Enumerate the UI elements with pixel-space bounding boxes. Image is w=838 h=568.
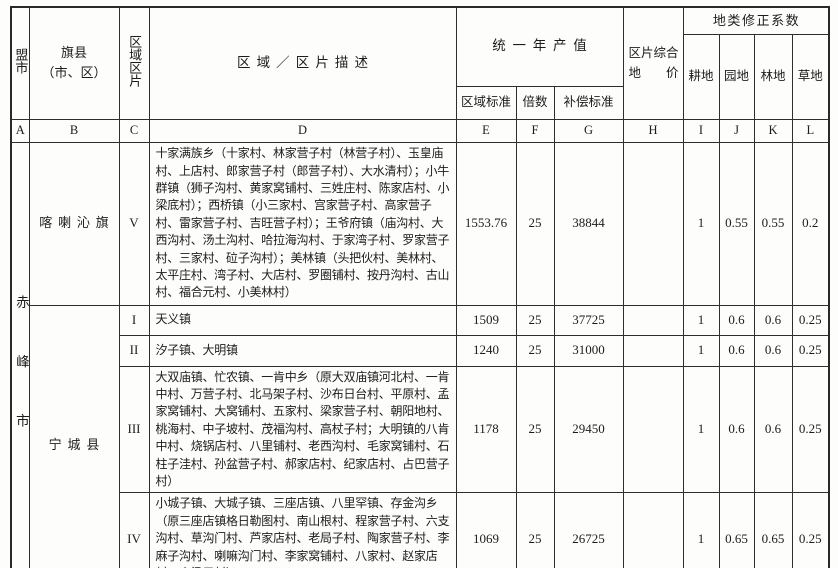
column-letter: I [682,118,720,143]
header-compensation-standard: 补偿标准 [553,85,624,120]
multiplier-value-cell: 25 [515,492,555,568]
multiplier-value-cell: 25 [515,334,555,367]
city-cell: 赤峰市 [10,141,30,568]
header-zone: 区域区片 [118,6,150,120]
farmland-coeff-cell: 1 [682,141,720,306]
header-zone-label: 区域区片 [127,35,143,88]
header-annual-output-value: 统一年产值 [455,6,624,87]
standard-value-cell: 1509 [455,304,517,336]
standard-value-cell: 1069 [455,492,517,568]
header-land-type-correction-label: 地类修正系数 [712,12,801,28]
forest-coeff-cell: 0.6 [753,304,793,336]
zone-description-cell: 大双庙镇、忙农镇、一肯中乡（原大双庙镇河北村、一肯中村、万营子村、北马架子村、沙… [148,365,457,494]
compensation-value-cell: 31000 [553,334,624,367]
grassland-coeff-cell: 0.25 [791,334,830,367]
grassland-coeff-cell: 0.25 [791,492,830,568]
zone-price-cell [622,365,684,494]
zone-price-cell [622,141,684,306]
forest-coeff-cell: 0.55 [753,141,793,306]
farmland-coeff-cell: 1 [682,304,720,336]
header-comprehensive-land-price-line2: 地 价 [628,66,679,81]
orchard-coeff-cell: 0.6 [718,304,755,336]
header-annual-output-value-label: 统一年产值 [492,38,594,54]
compensation-value-cell: 29450 [553,365,624,494]
header-zone-description: 区域／区片描述 [148,6,457,120]
orchard-coeff-cell: 0.65 [718,492,755,568]
header-grassland: 草地 [791,33,830,120]
farmland-coeff-cell: 1 [682,365,720,494]
banner-label: 喀喇沁旗 [39,215,115,231]
header-league-city: 盟市 [10,6,30,120]
forest-coeff-cell: 0.6 [753,365,793,494]
compensation-value-cell: 26725 [553,492,624,568]
zone-cell: V [118,141,150,306]
compensation-value-cell: 38844 [553,141,624,306]
grassland-coeff-cell: 0.25 [791,365,830,494]
zone-description-cell: 汐子镇、大明镇 [148,334,457,367]
column-letter: E [455,118,517,143]
column-letter: C [118,118,150,143]
header-banner-county-line1: 旗县 [60,45,87,61]
header-banner-county: 旗县 （市、区） [28,6,120,120]
grassland-coeff-cell: 0.2 [791,141,830,306]
banner-label: 宁城县 [48,436,106,452]
column-letter: L [791,118,830,143]
forest-coeff-cell: 0.6 [753,334,793,367]
orchard-coeff-cell: 0.6 [718,365,755,494]
column-letter: K [753,118,793,143]
column-letter: G [553,118,624,143]
grassland-coeff-cell: 0.25 [791,304,830,336]
header-comprehensive-land-price: 区片综合 地 价 [622,6,684,120]
zone-cell: III [118,365,150,494]
header-land-type-correction: 地类修正系数 [682,6,830,35]
farmland-coeff-cell: 1 [682,334,720,367]
zone-cell: I [118,304,150,336]
column-letter: B [28,118,120,143]
standard-value-cell: 1553.76 [455,141,517,306]
header-zone-standard: 区域标准 [455,85,517,120]
compensation-value-cell: 37725 [553,304,624,336]
zone-cell: II [118,334,150,367]
banner-cell: 宁城县 [28,304,120,568]
zone-price-cell [622,334,684,367]
multiplier-value-cell: 25 [515,365,555,494]
multiplier-value-cell: 25 [515,304,555,336]
city-label: 赤峰市 [13,295,29,474]
standard-value-cell: 1178 [455,365,517,494]
banner-cell: 喀喇沁旗 [28,141,120,306]
header-banner-county-line2: （市、区） [41,65,107,81]
forest-coeff-cell: 0.65 [753,492,793,568]
column-letter: H [622,118,684,143]
multiplier-value-cell: 25 [515,141,555,306]
orchard-coeff-cell: 0.6 [718,334,755,367]
zone-description-cell: 天义镇 [148,304,457,336]
header-multiplier: 倍数 [515,85,555,120]
zone-price-cell [622,492,684,568]
column-letter: D [148,118,457,143]
header-forest: 林地 [753,33,793,120]
zone-cell: IV [118,492,150,568]
column-letter: A [10,118,30,143]
zone-description-cell: 十家满族乡（十家村、林家营子村（林营子村）、玉皇庙村、上店村、郎家营子村（郎营子… [148,141,457,306]
zone-description-cell: 小城子镇、大城子镇、三座店镇、八里罕镇、存金沟乡（原三座店镇格日勒图村、南山根村… [148,492,457,568]
header-zone-description-label: 区域／区片描述 [237,54,375,70]
standard-value-cell: 1240 [455,334,517,367]
zone-price-cell [622,304,684,336]
header-comprehensive-land-price-line1: 区片综合 [628,46,679,61]
farmland-coeff-cell: 1 [682,492,720,568]
orchard-coeff-cell: 0.55 [718,141,755,306]
land-compensation-table: 盟市 旗县 （市、区） 区域区片 区域／区片描述 统一年产值 区片综合 地 价 … [10,6,831,568]
column-letter: J [718,118,755,143]
header-orchard: 园地 [718,33,755,120]
column-letter: F [515,118,555,143]
header-farmland: 耕地 [682,33,720,120]
header-league-city-label: 盟市 [13,48,29,75]
